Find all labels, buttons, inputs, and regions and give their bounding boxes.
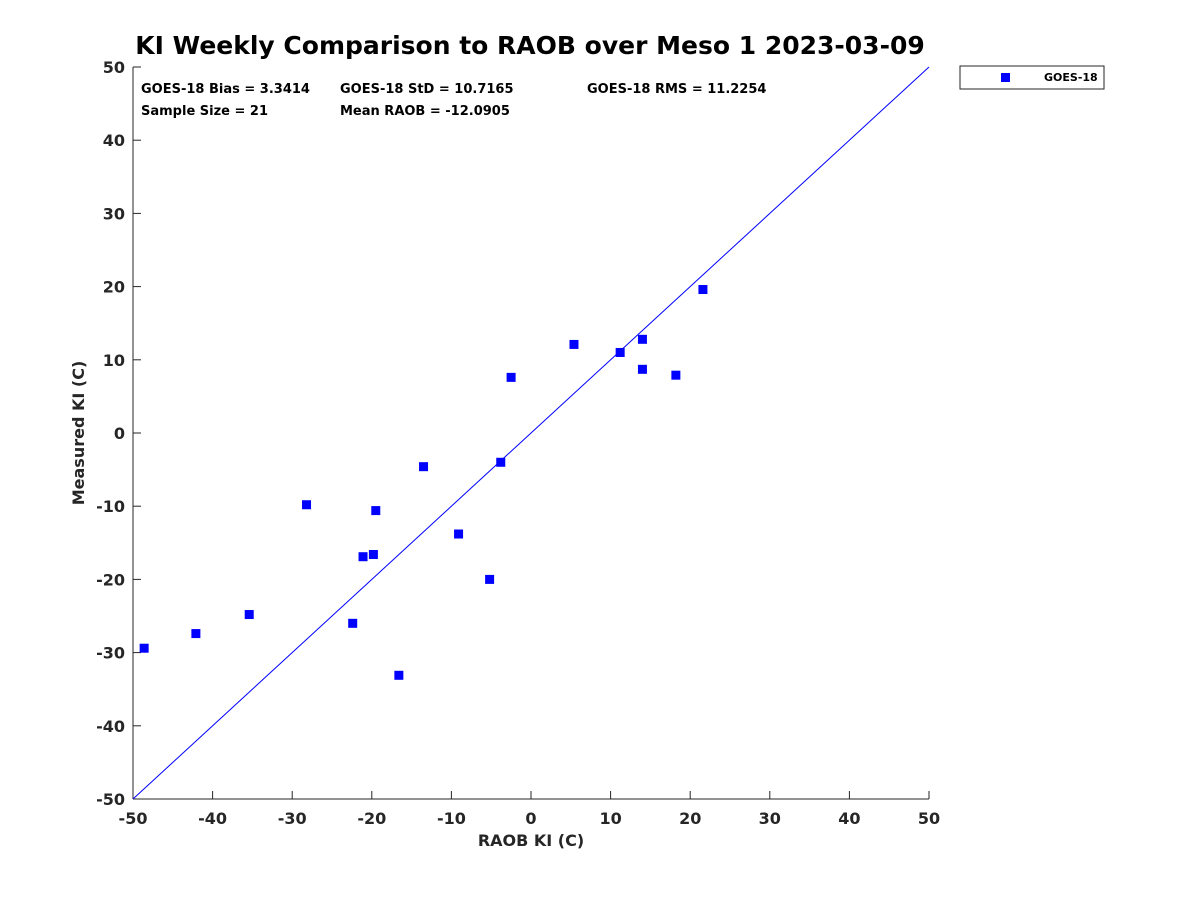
y-tick-label: -20 xyxy=(96,570,125,589)
y-tick-label: 40 xyxy=(103,131,125,150)
data-point xyxy=(485,574,495,584)
data-point xyxy=(371,506,381,516)
y-tick-label: 20 xyxy=(103,278,125,297)
x-tick-label: 30 xyxy=(759,809,781,828)
y-tick-label: 10 xyxy=(103,351,125,370)
data-point xyxy=(637,364,647,374)
stats-annotations: GOES-18 Bias = 3.3414 GOES-18 StD = 10.7… xyxy=(141,82,766,119)
data-point xyxy=(244,610,254,620)
x-tick-label: -40 xyxy=(198,809,227,828)
data-points xyxy=(139,285,708,680)
y-tick-label: -30 xyxy=(96,644,125,663)
y-tick-label: -10 xyxy=(96,497,125,516)
stat-rms: GOES-18 RMS = 11.2254 xyxy=(587,82,766,97)
stat-mean-raob: Mean RAOB = -12.0905 xyxy=(340,104,510,119)
data-point xyxy=(496,457,506,467)
x-tick-label: -30 xyxy=(278,809,307,828)
y-tick-label: -40 xyxy=(96,717,125,736)
x-ticks: -50 -40 -30 -20 -10 0 10 20 30 40 50 xyxy=(119,791,940,828)
reference-line-group xyxy=(132,66,930,800)
y-ticks: -50 -40 -30 -20 -10 0 10 20 30 40 50 xyxy=(96,58,141,809)
x-tick-label: 50 xyxy=(918,809,940,828)
x-tick-label: -10 xyxy=(437,809,466,828)
y-tick-label: 0 xyxy=(114,424,125,443)
data-point xyxy=(358,552,368,562)
data-point xyxy=(368,550,378,560)
stat-sample-size: Sample Size = 21 xyxy=(141,104,268,119)
legend: GOES-18 xyxy=(959,65,1105,90)
x-tick-label: 40 xyxy=(838,809,860,828)
data-point xyxy=(698,285,708,295)
data-point xyxy=(506,372,516,382)
data-point xyxy=(637,334,647,344)
legend-label: GOES-18 xyxy=(1044,71,1098,84)
stat-std: GOES-18 StD = 10.7165 xyxy=(340,82,514,97)
x-tick-label: -20 xyxy=(357,809,386,828)
y-tick-label: -50 xyxy=(96,790,125,809)
y-tick-label: 50 xyxy=(103,58,125,77)
data-point xyxy=(671,370,681,380)
x-tick-label: -50 xyxy=(119,809,148,828)
x-tick-label: 0 xyxy=(525,809,536,828)
legend-box xyxy=(959,65,1105,90)
x-axis-label: RAOB KI (C) xyxy=(478,831,584,850)
data-point xyxy=(454,529,464,539)
data-point xyxy=(191,629,201,639)
data-point xyxy=(348,618,358,628)
data-point xyxy=(615,347,625,357)
legend-marker xyxy=(1001,73,1010,82)
y-tick-label: 30 xyxy=(103,204,125,223)
y-axis-label: Measured KI (C) xyxy=(69,361,88,506)
data-point xyxy=(302,500,312,510)
data-point xyxy=(139,643,149,653)
x-tick-label: 10 xyxy=(599,809,621,828)
data-point xyxy=(394,670,404,680)
data-point xyxy=(569,339,579,349)
reference-line xyxy=(132,66,930,800)
x-tick-label: 20 xyxy=(679,809,701,828)
stat-bias: GOES-18 Bias = 3.3414 xyxy=(141,82,310,97)
data-point xyxy=(419,462,429,472)
chart-title: KI Weekly Comparison to RAOB over Meso 1… xyxy=(135,31,924,60)
